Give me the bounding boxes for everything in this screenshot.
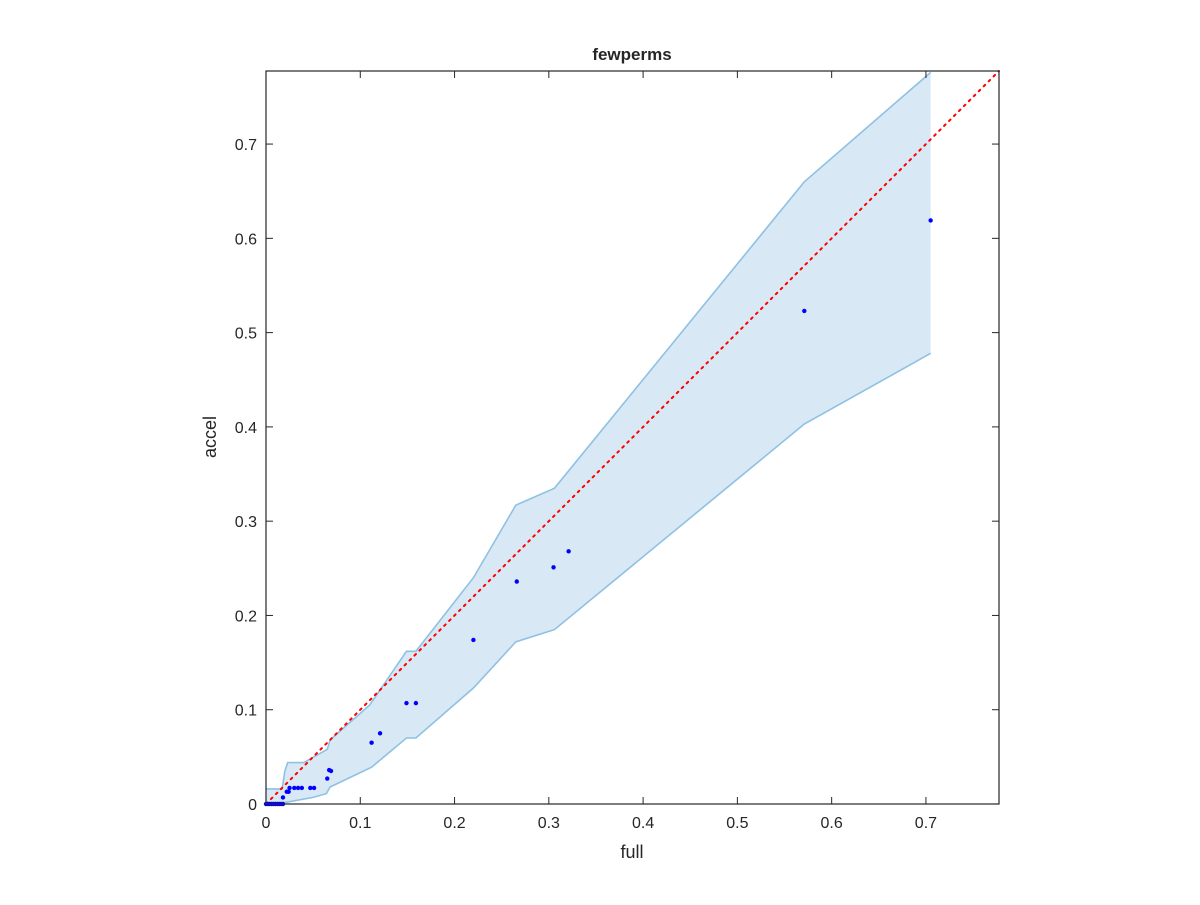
x-tick-label: 0.7: [915, 815, 937, 832]
data-point: [295, 785, 301, 791]
data-point: [928, 218, 933, 223]
y-tick-label: 0.1: [235, 703, 257, 720]
diagonal-reference-line: [265, 70, 1000, 805]
band-area: [266, 72, 931, 804]
x-axis-label: full: [620, 842, 643, 862]
data-point: [286, 789, 291, 794]
data-point: [566, 549, 571, 554]
data-point: [280, 795, 286, 800]
data-point: [311, 785, 317, 791]
y-tick-label: 0.6: [235, 231, 257, 248]
data-point: [299, 785, 305, 791]
data-point: [292, 785, 297, 791]
chart-title: fewperms: [592, 45, 671, 64]
data-point: [471, 637, 476, 643]
data-point: [326, 767, 332, 773]
data-point: [514, 579, 519, 584]
band-lower-edge: [266, 352, 932, 804]
data-point: [325, 776, 330, 781]
y-ticks: 0 0.1 0.2 0.3 0.4 0.5 0.6 0.7: [235, 137, 999, 814]
confidence-band: [266, 71, 932, 804]
y-axis-label: accel: [200, 416, 220, 458]
x-tick-label: 0.5: [726, 815, 748, 832]
data-point: [287, 785, 292, 791]
data-point: [551, 565, 556, 570]
x-tick-label: 0.3: [538, 815, 560, 832]
diagonal-line: [265, 70, 1000, 805]
x-tick-label: 0.4: [632, 815, 654, 832]
data-point: [369, 740, 374, 745]
band-upper-edge: [266, 71, 932, 790]
data-point: [404, 700, 409, 706]
y-tick-label: 0.5: [235, 326, 257, 343]
x-tick-label: 0: [262, 815, 271, 832]
x-tick-label: 0.6: [821, 815, 843, 832]
y-tick-label: 0: [248, 797, 257, 814]
x-tick-label: 0.1: [349, 815, 371, 832]
axes-box: [265, 70, 1000, 805]
data-point: [377, 731, 383, 736]
y-tick-label: 0.3: [235, 514, 257, 531]
x-tick-label: 0.2: [443, 815, 465, 832]
data-point: [308, 785, 313, 791]
x-ticks: 0 0.1 0.2 0.3 0.4 0.5 0.6 0.7: [262, 71, 937, 832]
y-tick-label: 0.2: [235, 608, 257, 625]
data-point: [802, 308, 807, 314]
y-tick-label: 0.7: [235, 137, 257, 154]
axes-frame: [265, 70, 1000, 805]
data-point: [413, 700, 419, 706]
y-tick-label: 0.4: [235, 420, 257, 437]
